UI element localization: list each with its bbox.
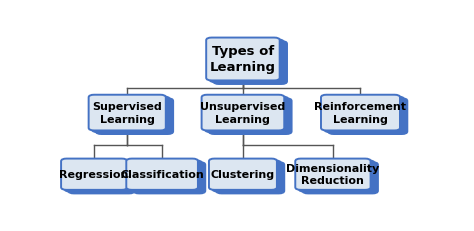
FancyBboxPatch shape	[134, 162, 205, 194]
FancyBboxPatch shape	[295, 159, 371, 190]
FancyBboxPatch shape	[130, 161, 201, 192]
FancyBboxPatch shape	[209, 159, 277, 190]
FancyBboxPatch shape	[209, 99, 292, 134]
FancyBboxPatch shape	[299, 161, 374, 192]
Text: Clustering: Clustering	[211, 170, 275, 179]
FancyBboxPatch shape	[126, 159, 198, 190]
FancyBboxPatch shape	[328, 99, 407, 134]
FancyBboxPatch shape	[65, 161, 131, 192]
Text: Classification: Classification	[120, 170, 204, 179]
FancyBboxPatch shape	[96, 99, 173, 134]
Text: Supervised
Learning: Supervised Learning	[92, 102, 162, 124]
FancyBboxPatch shape	[205, 97, 288, 133]
Text: Regression: Regression	[59, 170, 129, 179]
FancyBboxPatch shape	[210, 40, 283, 83]
FancyBboxPatch shape	[61, 159, 127, 190]
FancyBboxPatch shape	[213, 161, 281, 192]
Text: Dimensionality
Reduction: Dimensionality Reduction	[286, 163, 380, 186]
FancyBboxPatch shape	[201, 95, 284, 131]
FancyBboxPatch shape	[216, 162, 284, 194]
FancyBboxPatch shape	[206, 38, 280, 81]
FancyBboxPatch shape	[213, 42, 287, 85]
FancyBboxPatch shape	[89, 95, 166, 131]
FancyBboxPatch shape	[68, 162, 135, 194]
Text: Types of
Learning: Types of Learning	[210, 45, 276, 74]
FancyBboxPatch shape	[325, 97, 404, 133]
FancyBboxPatch shape	[321, 95, 400, 131]
Text: Reinforcement
Learning: Reinforcement Learning	[314, 102, 407, 124]
FancyBboxPatch shape	[302, 162, 378, 194]
Text: Unsupervised
Learning: Unsupervised Learning	[201, 102, 285, 124]
FancyBboxPatch shape	[92, 97, 169, 133]
